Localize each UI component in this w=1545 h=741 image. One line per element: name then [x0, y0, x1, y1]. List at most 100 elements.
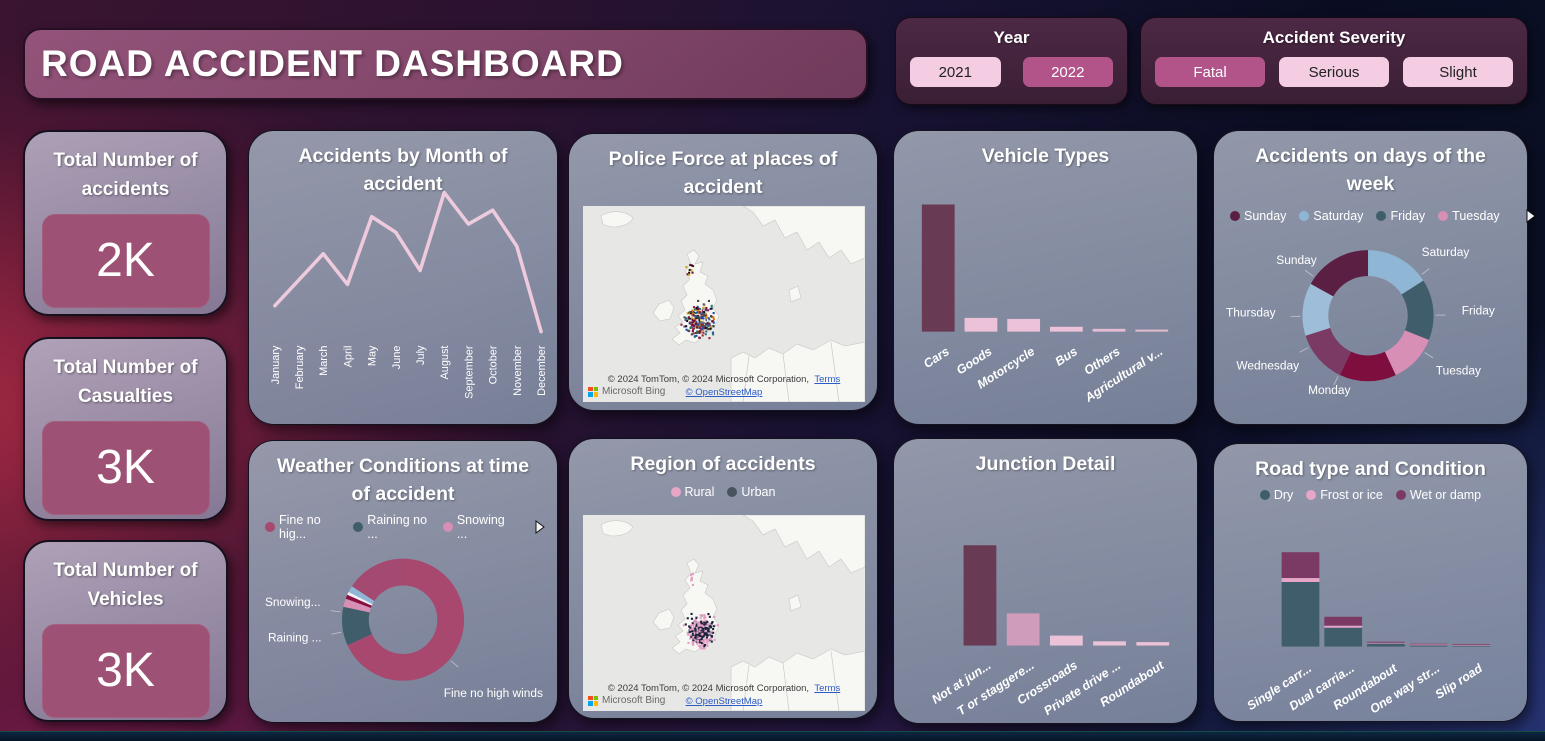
bar-cars[interactable]: [921, 204, 955, 332]
junction-bar-chart[interactable]: Not at jun...T or staggere...CrossroadsP…: [894, 439, 1197, 723]
legend-item-raining-no-[interactable]: Raining no ...: [353, 513, 430, 541]
legend-overflow-arrow-icon[interactable]: [1526, 209, 1536, 223]
accident-dot: [693, 308, 696, 311]
donut-segment-other[interactable]: [341, 558, 465, 681]
accident-dot: [710, 315, 713, 318]
bar-others[interactable]: [1092, 328, 1126, 332]
bar-segment-wet-or-damp[interactable]: [1452, 643, 1491, 645]
bar-segment-dry[interactable]: [1452, 645, 1491, 647]
bar-not-at-jun-[interactable]: [963, 545, 997, 646]
bar-segment-dry[interactable]: [1324, 627, 1363, 647]
bar-private-drive-[interactable]: [1093, 641, 1126, 646]
accidents-line-series[interactable]: [273, 190, 543, 334]
legend-item-wet-or-damp[interactable]: Wet or damp: [1395, 488, 1481, 502]
legend-item-frost-or-ice[interactable]: Frost or ice: [1306, 488, 1383, 502]
accident-dot: [695, 633, 698, 636]
bing-logo-text: Microsoft Bing: [602, 386, 666, 397]
map-land-scandinavia: [742, 206, 865, 265]
map-canvas[interactable]: [583, 515, 865, 711]
donut-segment-friday[interactable]: [1302, 250, 1434, 382]
bar-segment-frost-or-ice[interactable]: [1452, 644, 1491, 646]
accident-dot: [711, 621, 714, 624]
days-donut-chart[interactable]: Sunday Saturday Friday Tuesday Monday Wednesd…: [1214, 131, 1527, 424]
map-copyright: © 2024 TomTom, © 2024 Microsoft Corporat…: [607, 683, 810, 695]
accident-dot: [695, 625, 698, 628]
bar-goods[interactable]: [964, 317, 998, 332]
accident-dot: [689, 319, 692, 322]
osm-link[interactable]: © OpenStreetMap: [685, 696, 763, 708]
accident-dot: [696, 637, 699, 640]
legend-item-fine-no-hig-[interactable]: Fine no hig...: [265, 513, 340, 541]
legend-item-snowing-[interactable]: Snowing ...: [442, 513, 509, 541]
accident-dot: [707, 325, 710, 328]
legend-dot-icon: [1306, 490, 1317, 500]
legend-item-saturday[interactable]: Saturday: [1299, 209, 1363, 223]
year-option-2022[interactable]: 2022: [1022, 57, 1113, 87]
donut-segment-monday[interactable]: [1302, 250, 1434, 382]
legend-item-tuesday[interactable]: Tuesday: [1438, 209, 1500, 223]
accident-dot: [706, 620, 709, 623]
police-force-map[interactable]: © 2024 TomTom, © 2024 Microsoft Corporat…: [583, 206, 865, 402]
bar-agricultural-v-[interactable]: [1135, 329, 1169, 332]
accident-dot: [699, 634, 702, 637]
bar-segment-wet-or-damp[interactable]: [1281, 552, 1320, 579]
legend-label: Sunday: [1244, 209, 1287, 223]
legend-item-rural[interactable]: Rural: [670, 485, 714, 499]
bar-segment-frost-or-ice[interactable]: [1281, 578, 1320, 583]
donut-segment-thursday[interactable]: [1302, 250, 1434, 382]
accident-dot: [687, 633, 690, 636]
bar-roundabout[interactable]: [1136, 642, 1170, 646]
callout-leader-line: [331, 631, 342, 635]
accident-dot: [698, 626, 701, 629]
donut-segment-raining-[interactable]: [341, 558, 465, 681]
map-terms-link[interactable]: Terms: [814, 374, 841, 386]
accident-dot: [694, 620, 697, 623]
accident-dot: [709, 634, 712, 637]
accident-dot: [691, 324, 694, 327]
bar-segment-wet-or-damp[interactable]: [1409, 643, 1448, 645]
bar-segment-wet-or-damp[interactable]: [1324, 616, 1363, 626]
bar-segment-frost-or-ice[interactable]: [1367, 642, 1405, 644]
accident-dot: [710, 307, 713, 310]
donut-segment-saturday[interactable]: [1302, 250, 1434, 382]
legend-item-sunday[interactable]: Sunday: [1230, 209, 1286, 223]
legend-item-friday[interactable]: Friday: [1376, 209, 1425, 223]
map-canvas[interactable]: [583, 206, 865, 402]
legend-item-dry[interactable]: Dry: [1259, 488, 1293, 502]
bar-segment-wet-or-damp[interactable]: [1367, 641, 1405, 643]
accident-dot: [682, 624, 685, 627]
accident-dot: [708, 322, 711, 325]
accident-dot: [707, 628, 710, 631]
accident-dot: [712, 318, 715, 321]
accident-dot: [708, 324, 711, 327]
months-line-chart[interactable]: January February March April May June July Augu…: [249, 131, 557, 424]
legend-item-urban[interactable]: Urban: [727, 485, 775, 499]
region-map[interactable]: © 2024 TomTom, © 2024 Microsoft Corporat…: [583, 515, 865, 711]
year-option-2021[interactable]: 2021: [910, 57, 1001, 87]
accident-dot: [698, 336, 701, 339]
bar-segment-dry[interactable]: [1409, 645, 1448, 647]
bar-motorcycle[interactable]: [1007, 318, 1041, 332]
accident-dot: [689, 634, 692, 637]
map-terms-link[interactable]: Terms: [814, 683, 841, 695]
severity-option-serious[interactable]: Serious: [1279, 57, 1389, 87]
bar-segment-frost-or-ice[interactable]: [1324, 625, 1363, 628]
donut-callout-label: Friday: [1462, 304, 1495, 318]
weather-donut-chart[interactable]: Snowing... Raining ... Fine no high winds: [249, 441, 557, 722]
road-stacked-bar-chart[interactable]: Single carr...Dual carria...RoundaboutOn…: [1214, 444, 1527, 721]
bar-segment-dry[interactable]: [1281, 582, 1320, 647]
severity-option-fatal[interactable]: Fatal: [1155, 57, 1265, 87]
accident-dot: [705, 307, 708, 310]
bar-bus[interactable]: [1049, 326, 1083, 332]
bar-segment-frost-or-ice[interactable]: [1409, 644, 1448, 646]
osm-link[interactable]: © OpenStreetMap: [685, 387, 763, 399]
bar-segment-dry[interactable]: [1367, 643, 1405, 647]
accident-dot: [691, 309, 694, 312]
accident-dot: [692, 624, 695, 627]
bar-crossroads[interactable]: [1049, 635, 1083, 646]
severity-option-slight[interactable]: Slight: [1403, 57, 1513, 87]
accident-dot: [695, 307, 698, 310]
legend-overflow-arrow-icon[interactable]: [535, 520, 545, 534]
bar-t-or-staggere-[interactable]: [1006, 613, 1040, 646]
